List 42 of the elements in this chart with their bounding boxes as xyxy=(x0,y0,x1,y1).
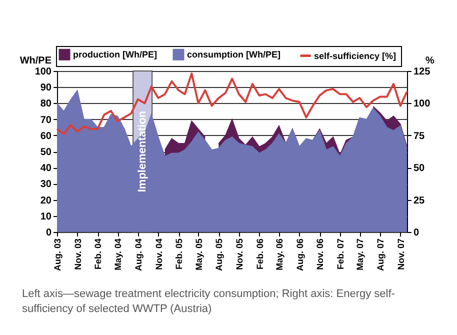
y2-tick-label: 50 xyxy=(414,163,426,174)
y2-tick-label: 75 xyxy=(414,130,426,142)
y-tick-label: 60 xyxy=(40,130,52,142)
x-tick-label: May. 07 xyxy=(355,238,366,270)
y-tick-label: 90 xyxy=(40,82,52,94)
y-tick-label: 30 xyxy=(40,179,52,190)
x-tick-label: May. 06 xyxy=(274,238,284,270)
y-tick-label: 40 xyxy=(40,163,52,174)
y-tick-label: 70 xyxy=(40,114,52,126)
x-tick-label: Feb. 05 xyxy=(174,238,184,270)
y2-tick-label: 0 xyxy=(414,228,420,238)
y2-tick-label: 100 xyxy=(414,98,431,110)
x-tick-label: Nov. 06 xyxy=(315,238,326,270)
y2-tick-label: 25 xyxy=(414,195,426,206)
band-label: Implementation xyxy=(136,110,149,192)
legend-label: self-sufficiency [%] xyxy=(314,50,396,61)
y2-axis-title: % xyxy=(426,56,434,66)
y-tick-label: 100 xyxy=(34,66,52,78)
x-tick-label: May. 04 xyxy=(113,238,124,270)
y-axis-title: Wh/PE xyxy=(20,56,52,66)
y-tick-label: 0 xyxy=(46,228,52,238)
y2-tick-label: 125 xyxy=(414,66,431,78)
x-tick-label: Feb. 06 xyxy=(254,238,265,270)
legend-label: production [Wh/PE] xyxy=(73,50,157,60)
x-tick-label: Aug. 03 xyxy=(52,238,62,272)
x-tick-label: Feb. 07 xyxy=(336,238,346,270)
x-tick-label: Nov. 04 xyxy=(154,238,164,270)
y-tick-label: 10 xyxy=(40,211,52,222)
x-tick-label: Aug. 07 xyxy=(376,238,386,272)
x-tick-label: Feb. 04 xyxy=(93,238,104,270)
x-tick-label: Nov. 05 xyxy=(234,238,244,270)
x-tick-label: Aug. 06 xyxy=(294,238,305,272)
text: Left axis—sewage treatment electricity consumption; Right axis: Energy self-sufficiency of selected WWTP (Austria) xyxy=(22,287,396,317)
x-tick-label: Nov. 03 xyxy=(72,238,83,270)
y-tick-label: 20 xyxy=(40,195,52,206)
x-tick-label: Aug. 05 xyxy=(214,238,224,272)
legend-label: consumption [Wh/PE] xyxy=(187,50,280,60)
x-tick-label: Aug. 04 xyxy=(133,238,144,272)
y-tick-label: 80 xyxy=(40,98,52,110)
x-tick-label: May. 05 xyxy=(194,238,204,270)
x-tick-label: Nov. 07 xyxy=(396,238,406,270)
y-tick-label: 50 xyxy=(40,147,52,158)
